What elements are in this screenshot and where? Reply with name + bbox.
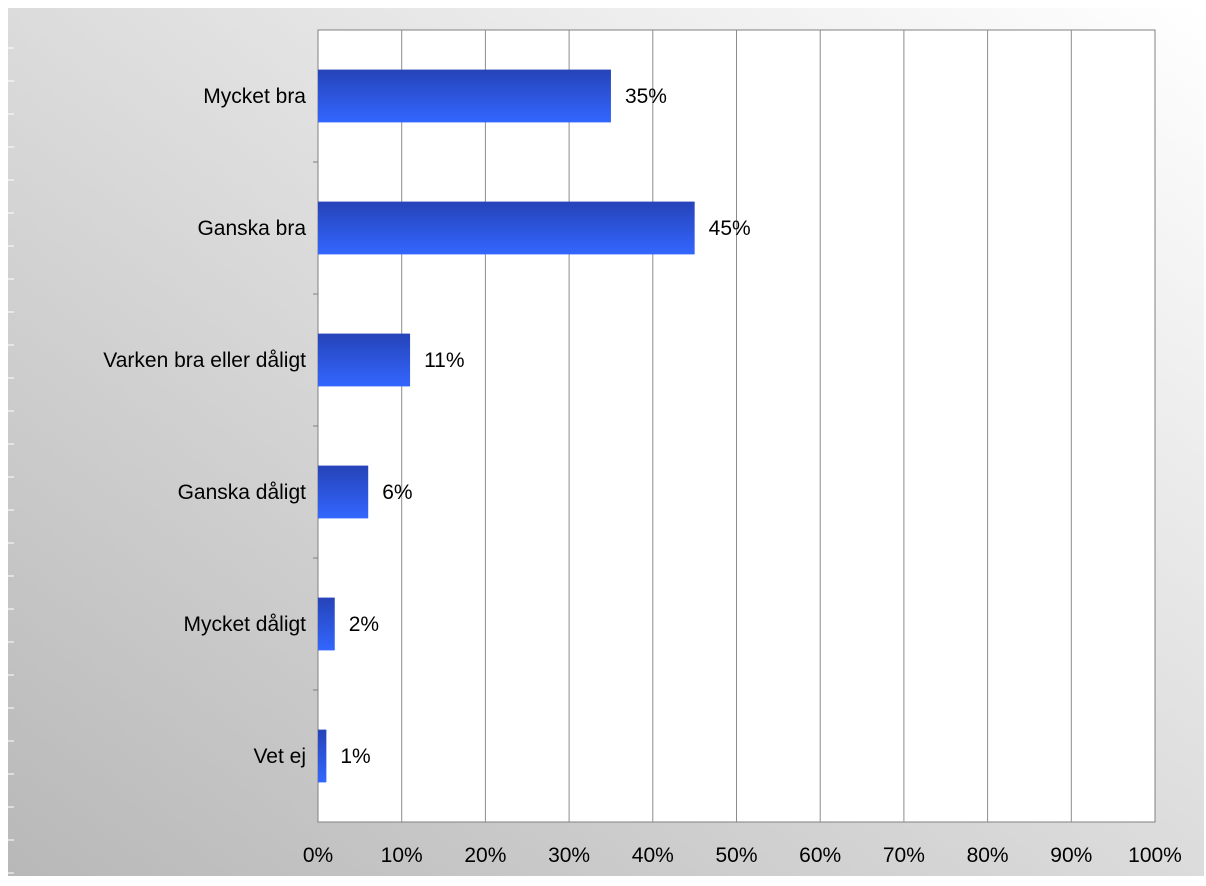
x-tick-label: 20% <box>464 844 506 867</box>
x-tick-label: 60% <box>799 844 841 867</box>
category-label: Mycket bra <box>203 85 306 108</box>
category-label: Varken bra eller dåligt <box>103 349 306 372</box>
data-label: 45% <box>709 217 751 240</box>
data-label: 2% <box>349 613 379 636</box>
data-labels: 35% 45% 11% 6% 2% 1% <box>340 85 750 768</box>
data-label: 11% <box>424 349 464 372</box>
data-label: 6% <box>382 481 412 504</box>
x-tick-label: 30% <box>548 844 590 867</box>
data-label: 35% <box>625 85 667 108</box>
x-tick-label: 50% <box>715 844 757 867</box>
category-label: Vet ej <box>253 745 306 768</box>
x-tick-label: 70% <box>883 844 925 867</box>
category-label: Mycket dåligt <box>183 613 306 636</box>
category-labels: Mycket bra Ganska bra Varken bra eller dål… <box>103 85 306 768</box>
left-edge-marks <box>8 47 14 874</box>
category-label: Ganska dåligt <box>178 481 307 504</box>
bar <box>318 465 369 519</box>
x-tick-label: 40% <box>632 844 674 867</box>
x-tick-label: 10% <box>381 844 423 867</box>
x-tick-label: 90% <box>1050 844 1092 867</box>
bar <box>318 201 695 255</box>
gridlines <box>313 30 1072 822</box>
x-tick-labels: 0% 10% 20% 30% 40% 50% 60% 70% 80% 90% 100% <box>303 844 1182 867</box>
bar <box>318 729 327 783</box>
x-tick-label: 0% <box>303 844 333 867</box>
x-tick-label: 80% <box>967 844 1009 867</box>
category-label: Ganska bra <box>197 217 306 240</box>
x-tick-label: 100% <box>1128 844 1182 867</box>
bar <box>318 333 411 387</box>
bar <box>318 69 611 123</box>
bars <box>318 69 695 783</box>
bar <box>318 597 335 651</box>
data-label: 1% <box>340 745 370 768</box>
